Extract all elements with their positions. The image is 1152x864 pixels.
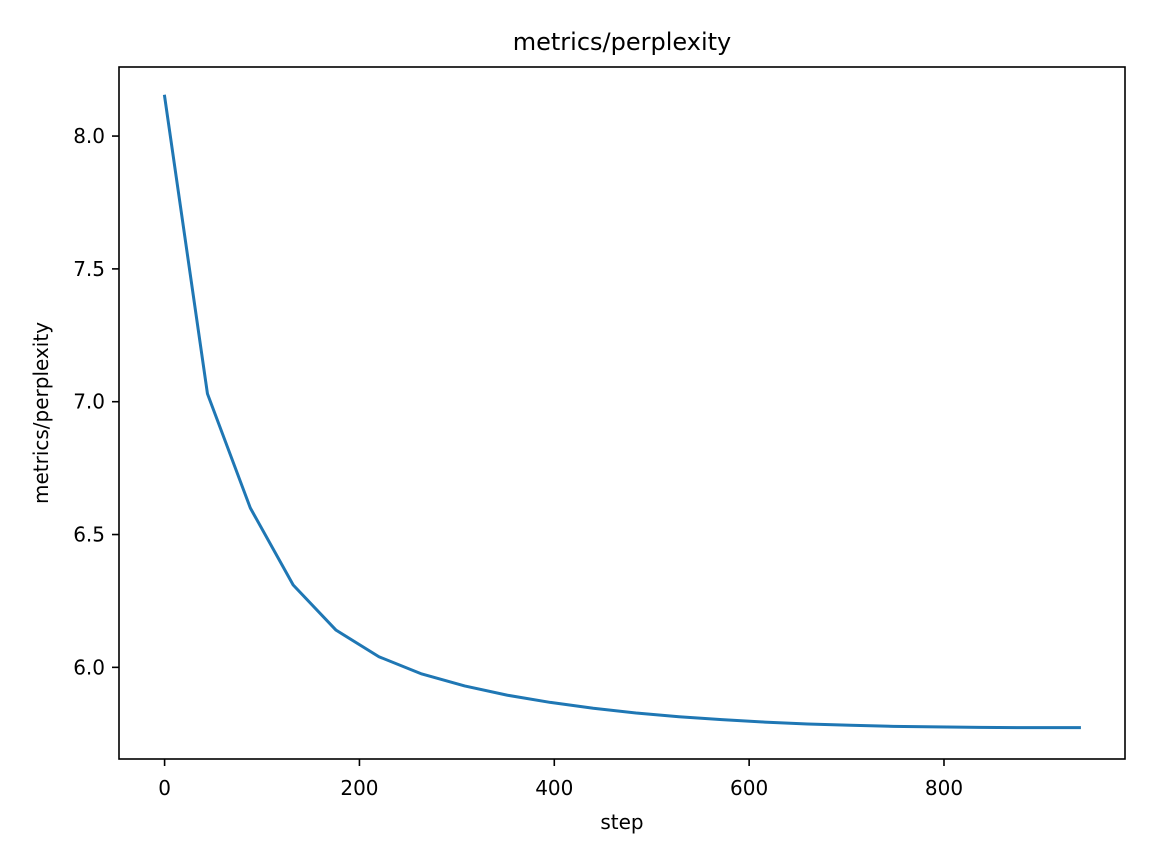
plot-area — [118, 66, 1126, 760]
series-line-0 — [162, 94, 1081, 730]
y-axis-label: metrics/perplexity — [29, 322, 53, 504]
y-tick-label: 6.5 — [73, 523, 105, 547]
y-tick-label: 7.0 — [73, 390, 105, 414]
x-axis-label: step — [600, 810, 643, 834]
series-layer — [162, 94, 1081, 730]
x-tick-label: 600 — [730, 776, 768, 800]
y-axis: 6.0 6.5 7.0 7.5 8.0 — [73, 124, 119, 679]
x-tick-label: 200 — [340, 776, 378, 800]
x-tick-label: 400 — [535, 776, 573, 800]
y-tick-label: 7.5 — [73, 257, 105, 281]
x-tick-label: 0 — [158, 776, 171, 800]
plot-frame — [118, 66, 1126, 760]
y-tick-label: 6.0 — [73, 655, 105, 679]
y-tick-label: 8.0 — [73, 124, 105, 148]
x-tick-label: 800 — [925, 776, 963, 800]
chart-title: metrics/perplexity — [513, 28, 731, 56]
x-axis: 0 200 400 600 800 — [158, 759, 963, 800]
